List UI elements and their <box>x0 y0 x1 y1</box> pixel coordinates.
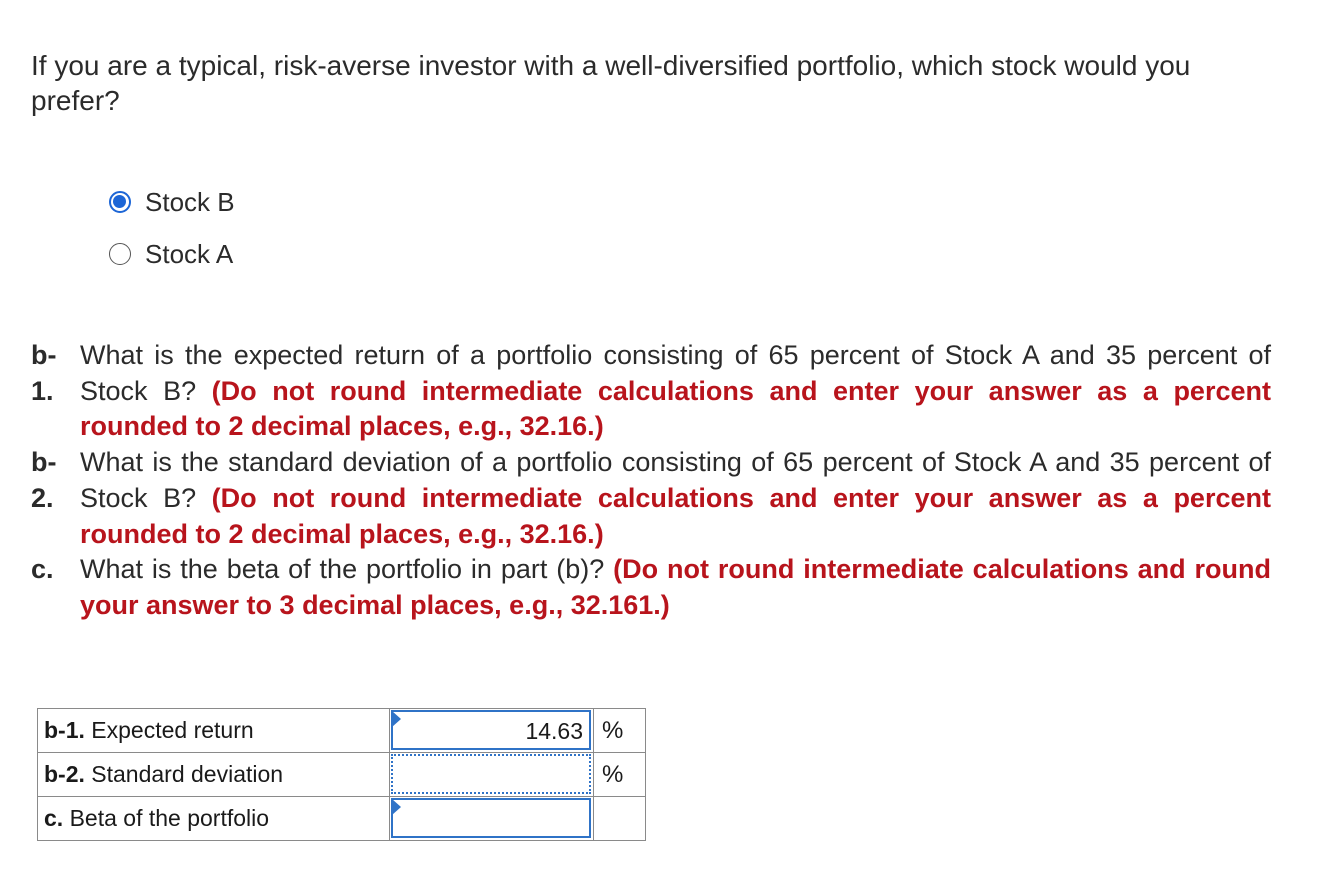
option-label: Stock A <box>145 238 234 269</box>
question-text: If you are a typical, risk-averse invest… <box>31 50 1191 116</box>
row-label: b-1. Expected return <box>37 708 390 753</box>
row-code: c. <box>44 805 64 831</box>
unit-label <box>593 796 646 841</box>
row-text: Beta of the portfolio <box>69 805 270 831</box>
part-text: What is the standard deviation of a port… <box>80 445 1271 552</box>
answer-options: Stock B Stock A <box>109 184 235 288</box>
question-body: What is the beta of the portfolio in par… <box>80 554 605 585</box>
row-code: b-2. <box>44 761 85 787</box>
part-label: b- 2. <box>31 447 57 513</box>
sub-question-c: c. What is the beta of the portfolio in … <box>31 552 1271 623</box>
row-text: Expected return <box>91 717 254 743</box>
sub-question-b1: b- 1. What is the expected return of a p… <box>31 338 1271 445</box>
portfolio-beta-input[interactable] <box>391 798 591 838</box>
part-text: What is the expected return of a portfol… <box>80 338 1271 445</box>
option-stock-b[interactable]: Stock B <box>109 184 235 220</box>
expected-return-cell: 14.63 <box>389 708 594 753</box>
part-label: c. <box>31 554 54 585</box>
radio-button-selected[interactable] <box>109 191 131 213</box>
part-label: b- 1. <box>31 340 57 406</box>
radio-button[interactable] <box>109 243 131 265</box>
unit-label: % <box>593 752 646 797</box>
question-body: What is the standard deviation of a port… <box>80 447 1271 513</box>
instruction-text: (Do not round intermediate calculations … <box>80 482 1271 549</box>
row-label: c. Beta of the portfolio <box>37 796 390 841</box>
table-row: c. Beta of the portfolio <box>37 796 646 841</box>
answer-table: b-1. Expected return 14.63 % b-2. Standa… <box>37 708 646 841</box>
table-row: b-2. Standard deviation % <box>37 752 646 797</box>
standard-deviation-input[interactable] <box>391 754 591 794</box>
portfolio-beta-cell <box>389 796 594 841</box>
option-label: Stock B <box>145 186 235 217</box>
row-label: b-2. Standard deviation <box>37 752 390 797</box>
expected-return-input[interactable]: 14.63 <box>391 710 591 750</box>
standard-deviation-cell <box>389 752 594 797</box>
sub-question-b2: b- 2. What is the standard deviation of … <box>31 445 1271 552</box>
part-text: What is the beta of the portfolio in par… <box>80 552 1271 623</box>
instruction-text: (Do not round intermediate calculations … <box>80 375 1271 442</box>
option-stock-a[interactable]: Stock A <box>109 236 235 272</box>
unit-label: % <box>593 708 646 753</box>
table-row: b-1. Expected return 14.63 % <box>37 708 646 753</box>
flag-marker-icon <box>392 799 401 815</box>
sub-questions: b- 1. What is the expected return of a p… <box>31 338 1271 624</box>
question-body: What is the expected return of a portfol… <box>80 340 1271 406</box>
row-text: Standard deviation <box>91 761 284 787</box>
row-code: b-1. <box>44 717 85 743</box>
instruction-text: (Do not round intermediate calculations … <box>80 554 1271 620</box>
flag-marker-icon <box>392 711 401 727</box>
